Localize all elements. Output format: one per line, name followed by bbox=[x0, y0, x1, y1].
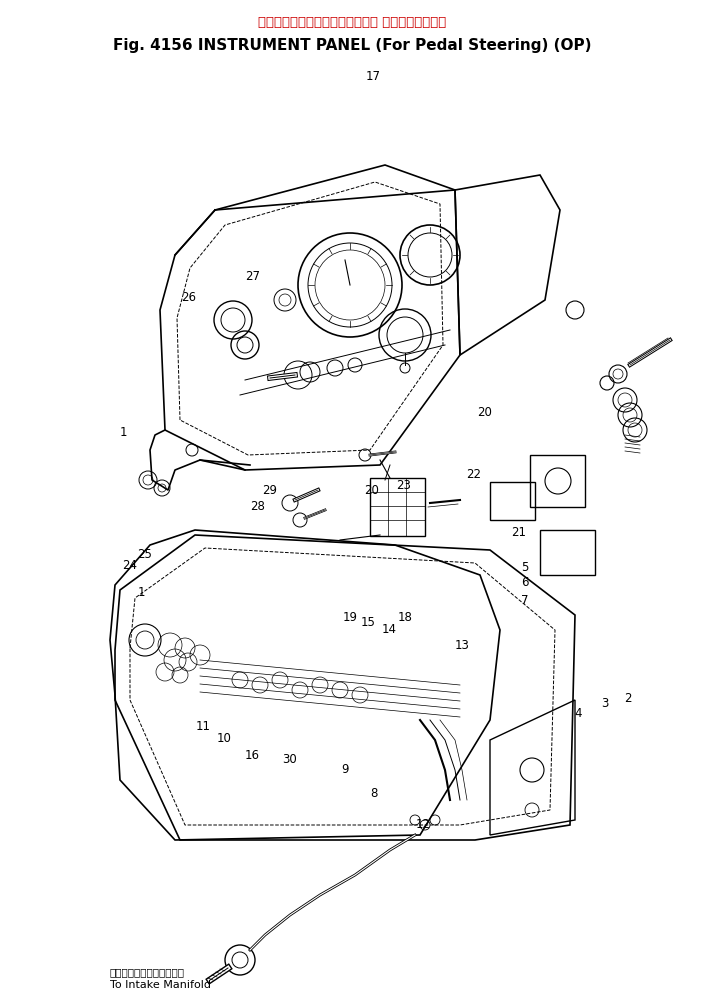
Text: 24: 24 bbox=[122, 560, 137, 572]
Text: 9: 9 bbox=[342, 764, 349, 776]
Text: 8: 8 bbox=[370, 788, 377, 800]
Text: 22: 22 bbox=[466, 468, 482, 480]
Text: 25: 25 bbox=[137, 549, 152, 561]
Text: 5: 5 bbox=[522, 562, 529, 574]
Text: 1: 1 bbox=[137, 587, 145, 599]
Text: 29: 29 bbox=[262, 484, 278, 496]
Text: 11: 11 bbox=[195, 721, 211, 733]
Text: インテークマニホールドへ: インテークマニホールドへ bbox=[110, 967, 185, 977]
Text: 28: 28 bbox=[250, 500, 265, 513]
Bar bbox=[490, 482, 535, 520]
Bar bbox=[530, 455, 585, 507]
Text: インスツルメントパネル（ペダル ステアリング用）: インスツルメントパネル（ペダル ステアリング用） bbox=[258, 15, 446, 28]
Text: 14: 14 bbox=[381, 623, 397, 635]
Text: 6: 6 bbox=[522, 577, 529, 589]
Text: 10: 10 bbox=[216, 733, 232, 745]
Text: 27: 27 bbox=[245, 270, 260, 282]
Text: To Intake Manifold: To Intake Manifold bbox=[110, 980, 211, 990]
Text: 30: 30 bbox=[282, 754, 296, 766]
Bar bbox=[370, 478, 425, 536]
Text: 21: 21 bbox=[510, 527, 526, 539]
Text: 17: 17 bbox=[366, 70, 381, 82]
Text: 7: 7 bbox=[522, 595, 529, 607]
Text: 1: 1 bbox=[120, 426, 127, 438]
Text: 4: 4 bbox=[575, 708, 582, 720]
Text: 16: 16 bbox=[245, 750, 260, 762]
Bar bbox=[540, 530, 595, 575]
Text: 2: 2 bbox=[624, 692, 631, 705]
Text: 12: 12 bbox=[415, 818, 431, 830]
Text: 19: 19 bbox=[343, 611, 358, 623]
Text: 20: 20 bbox=[477, 406, 493, 418]
Text: 20: 20 bbox=[364, 484, 379, 496]
Text: 23: 23 bbox=[396, 479, 411, 491]
Text: 18: 18 bbox=[398, 611, 413, 623]
Text: 3: 3 bbox=[601, 697, 608, 710]
Text: 15: 15 bbox=[360, 616, 376, 628]
Text: 26: 26 bbox=[181, 291, 197, 304]
Text: 13: 13 bbox=[454, 639, 470, 651]
Text: Fig. 4156 INSTRUMENT PANEL (For Pedal Steering) (OP): Fig. 4156 INSTRUMENT PANEL (For Pedal St… bbox=[113, 37, 591, 52]
